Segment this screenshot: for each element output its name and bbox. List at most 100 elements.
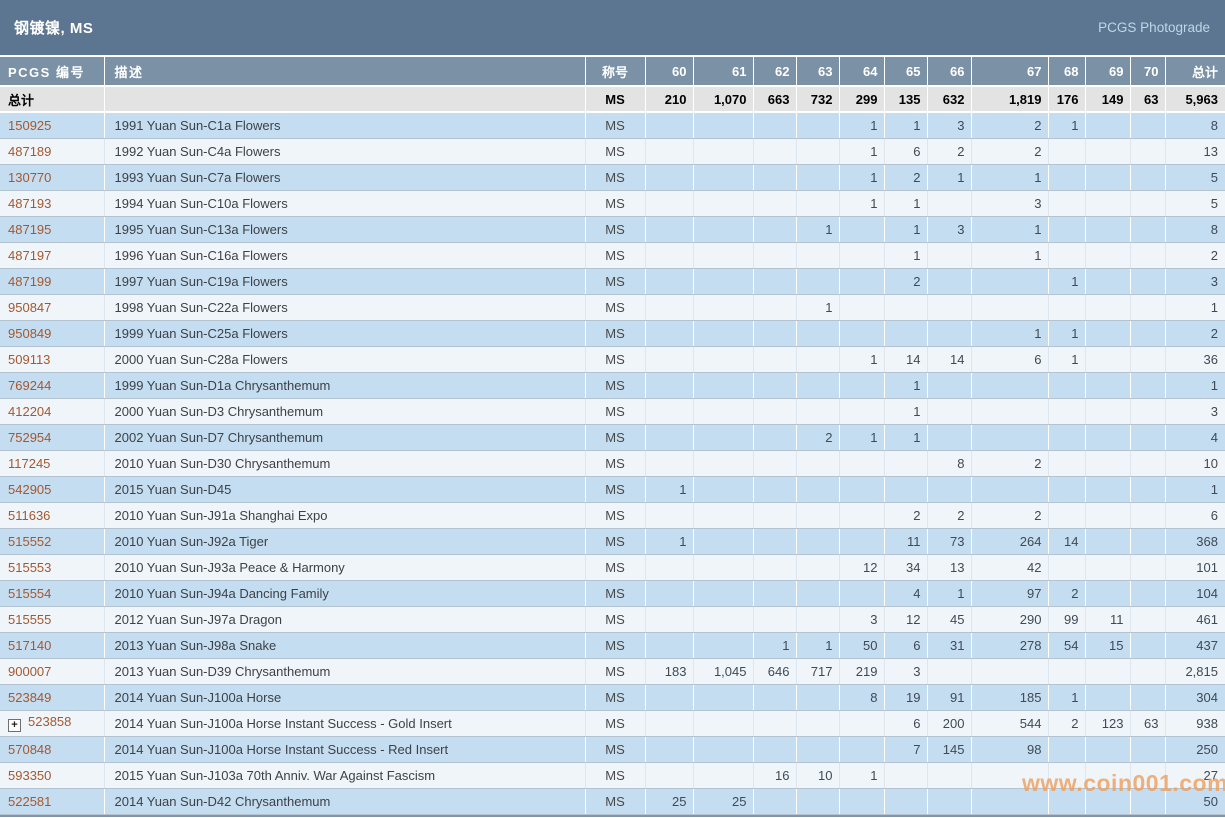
pcgs-number-link[interactable]: 752954: [8, 429, 52, 445]
pcgs-number-link[interactable]: 769244: [8, 377, 52, 393]
grade-62-cell: [753, 320, 797, 347]
grade-65-cell: 1: [884, 424, 928, 451]
grade-61-cell: [693, 710, 754, 737]
pcgs-number-cell: 509113: [0, 346, 105, 373]
expand-icon[interactable]: +: [8, 719, 21, 732]
description-cell: 1997 Yuan Sun-C19a Flowers: [104, 268, 586, 295]
col-header-description: 描述: [104, 57, 586, 87]
grade-63-cell: 717: [796, 658, 840, 685]
pcgs-number-link[interactable]: 950849: [8, 325, 52, 341]
grade-64-cell: 8: [839, 684, 885, 711]
totals-grade-64: 299: [839, 86, 885, 113]
designation-cell: MS: [585, 450, 646, 477]
grade-68-cell: 2: [1048, 710, 1086, 737]
grade-63-cell: 1: [796, 294, 840, 321]
grade-65-cell: [884, 294, 928, 321]
pcgs-number-link[interactable]: 412204: [8, 403, 52, 419]
grade-65-cell: 19: [884, 684, 928, 711]
table-row: 542905 2015 Yuan Sun-D45 MS 1 1: [0, 476, 1225, 503]
pcgs-number-link[interactable]: 515553: [8, 559, 52, 575]
col-header-grade-66: 66: [927, 57, 972, 87]
grade-66-cell: [927, 658, 972, 685]
pcgs-number-link[interactable]: 900007: [8, 663, 52, 679]
pcgs-number-link[interactable]: 509113: [8, 351, 51, 367]
grade-66-cell: 13: [927, 554, 972, 581]
pcgs-number-cell: 517140: [0, 632, 105, 659]
grade-70-cell: [1130, 502, 1166, 529]
grade-70-cell: [1130, 372, 1166, 399]
pcgs-number-link[interactable]: 117245: [8, 455, 51, 471]
table-row: 515553 2010 Yuan Sun-J93a Peace & Harmon…: [0, 554, 1225, 581]
row-total-cell: 2,815: [1165, 658, 1225, 685]
column-header-row: PCGS 编号 描述 称号 60 61 62 63 64 65 66 67 68…: [0, 57, 1225, 87]
totals-description-cell: [104, 86, 586, 113]
grade-62-cell: [753, 710, 797, 737]
pcgs-number-cell: 593350: [0, 762, 105, 789]
grade-67-cell: 2: [971, 450, 1049, 477]
pcgs-number-cell: 412204: [0, 398, 105, 425]
grade-64-cell: [839, 788, 885, 815]
grade-68-cell: [1048, 788, 1086, 815]
pcgs-number-link[interactable]: 150925: [8, 117, 52, 133]
pcgs-number-link[interactable]: 515552: [8, 533, 52, 549]
pcgs-number-link[interactable]: 593350: [8, 767, 52, 783]
grade-67-cell: [971, 294, 1049, 321]
grade-68-cell: [1048, 242, 1086, 269]
grade-61-cell: [693, 268, 754, 295]
grade-70-cell: [1130, 294, 1166, 321]
grade-62-cell: [753, 294, 797, 321]
pcgs-number-link[interactable]: 487193: [8, 195, 52, 211]
grade-70-cell: [1130, 346, 1166, 373]
pcgs-number-link[interactable]: 570848: [8, 741, 52, 757]
pcgs-number-link[interactable]: 130770: [8, 169, 52, 185]
table-row: 487189 1992 Yuan Sun-C4a Flowers MS 1 6 …: [0, 138, 1225, 165]
grade-61-cell: [693, 736, 754, 763]
designation-cell: MS: [585, 502, 646, 529]
grade-69-cell: [1085, 268, 1131, 295]
description-cell: 2010 Yuan Sun-J94a Dancing Family: [104, 580, 586, 607]
grade-70-cell: [1130, 528, 1166, 555]
pcgs-number-cell: +523858: [0, 710, 105, 737]
pcgs-number-link[interactable]: 517140: [8, 637, 52, 653]
grade-62-cell: [753, 580, 797, 607]
pcgs-number-link[interactable]: 511636: [8, 507, 51, 523]
grade-66-cell: [927, 242, 972, 269]
grade-64-cell: [839, 580, 885, 607]
grade-68-cell: 1: [1048, 268, 1086, 295]
pcgs-number-link[interactable]: 523849: [8, 689, 52, 705]
grade-65-cell: 6: [884, 138, 928, 165]
pcgs-number-link[interactable]: 523858: [28, 714, 72, 729]
table-row: 130770 1993 Yuan Sun-C7a Flowers MS 1 2 …: [0, 164, 1225, 191]
grade-61-cell: [693, 164, 754, 191]
grade-62-cell: [753, 424, 797, 451]
grade-63-cell: [796, 112, 840, 139]
col-header-grade-65: 65: [884, 57, 928, 87]
pcgs-number-link[interactable]: 950847: [8, 299, 52, 315]
description-cell: 2015 Yuan Sun-D45: [104, 476, 586, 503]
pcgs-number-link[interactable]: 542905: [8, 481, 52, 497]
grade-70-cell: [1130, 684, 1166, 711]
designation-cell: MS: [585, 788, 646, 815]
grade-62-cell: [753, 554, 797, 581]
grade-65-cell: 2: [884, 502, 928, 529]
grade-66-cell: [927, 398, 972, 425]
table-row: 150925 1991 Yuan Sun-C1a Flowers MS 1 1 …: [0, 112, 1225, 139]
grade-66-cell: 8: [927, 450, 972, 477]
pcgs-number-link[interactable]: 515554: [8, 585, 52, 601]
pcgs-number-cell: 487199: [0, 268, 105, 295]
grade-69-cell: [1085, 450, 1131, 477]
pcgs-number-link[interactable]: 522581: [8, 793, 52, 809]
pcgs-number-link[interactable]: 487199: [8, 273, 52, 289]
pcgs-number-cell: 515554: [0, 580, 105, 607]
grade-66-cell: [927, 424, 972, 451]
pcgs-number-link[interactable]: 487197: [8, 247, 52, 263]
grade-65-cell: 12: [884, 606, 928, 633]
pcgs-photograde-link[interactable]: PCGS Photograde: [1098, 20, 1210, 35]
pcgs-number-link[interactable]: 487195: [8, 221, 52, 237]
grade-63-cell: [796, 164, 840, 191]
pcgs-number-link[interactable]: 487189: [8, 143, 52, 159]
grade-60-cell: 1: [645, 528, 694, 555]
designation-cell: MS: [585, 112, 646, 139]
pcgs-number-link[interactable]: 515555: [8, 611, 52, 627]
grade-60-cell: [645, 684, 694, 711]
